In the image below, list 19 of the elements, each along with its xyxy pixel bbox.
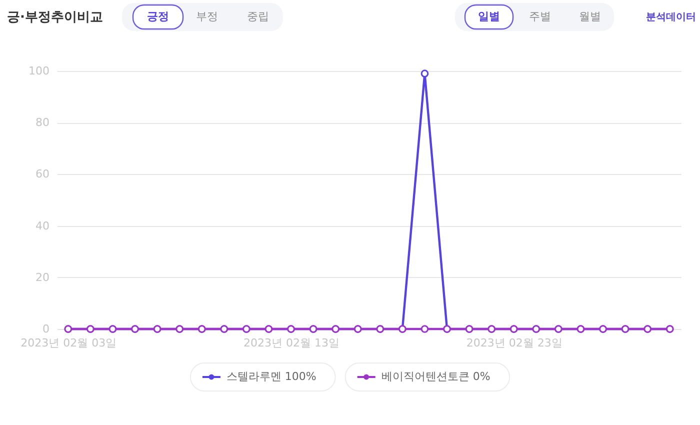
y-tick-label: 40 <box>36 219 50 232</box>
y-tick-label: 60 <box>36 168 50 181</box>
text: 일별 <box>478 10 500 23</box>
x-tick-label: 2023년 02월 23일 <box>466 336 562 350</box>
y-tick-label: 80 <box>36 116 50 130</box>
y-tick-label: 20 <box>36 270 50 284</box>
legend-label: 베이직어텐션토큰 0% <box>381 370 490 383</box>
text: 중립 <box>247 10 269 23</box>
x-tick-label: 2023년 02월 13일 <box>244 336 340 350</box>
chart-title: 긍·부정추이비교 <box>7 10 103 25</box>
text: 월별 <box>579 10 601 23</box>
y-tick-label: 0 <box>42 322 50 336</box>
legend-label: 스텔라루멘 100% <box>226 370 316 383</box>
text: 긍정 <box>147 10 169 23</box>
x-tick-label: 2023년 02월 03일 <box>20 336 117 350</box>
text: 분석데이터 <box>646 12 696 23</box>
text: 주별 <box>529 10 551 23</box>
y-tick-label: 100 <box>28 64 50 78</box>
text: 부정 <box>196 10 218 23</box>
